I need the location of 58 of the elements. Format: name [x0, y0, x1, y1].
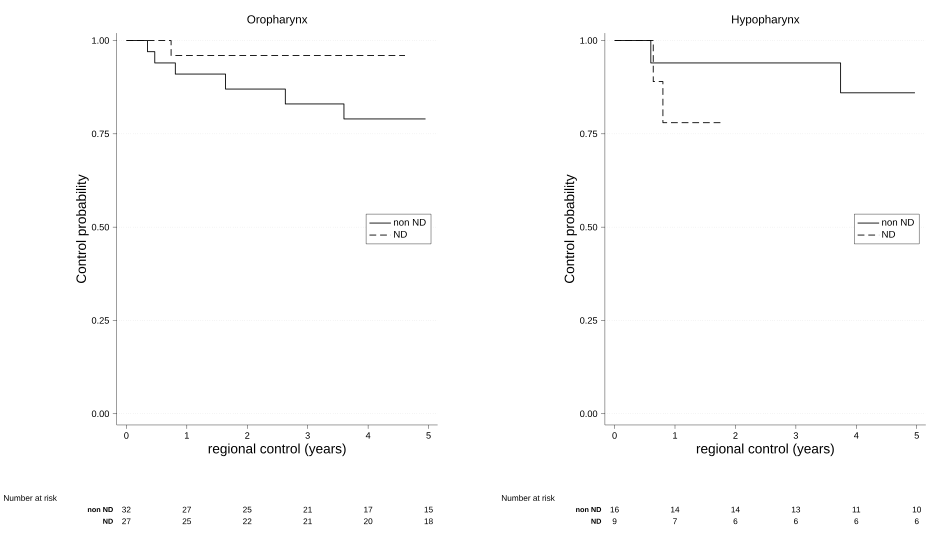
- x-tick-label: 0: [124, 432, 129, 439]
- text: 14: [671, 506, 680, 512]
- x-tick-label: 3: [305, 432, 310, 439]
- text: 20: [364, 518, 372, 524]
- x-tick-label: 3: [794, 432, 798, 439]
- y-tick-label: 0.50: [580, 224, 598, 230]
- legend-label: ND: [882, 230, 896, 238]
- y-tick-label: 0.75: [92, 130, 110, 137]
- y-tick-label: 0.50: [92, 224, 110, 230]
- x-tick-label: 1: [673, 432, 678, 438]
- text: 6: [914, 518, 919, 524]
- x-tick-label: 1: [184, 432, 189, 438]
- legend-label: non ND: [882, 218, 914, 226]
- text: 13: [792, 506, 800, 512]
- chart-title: Oropharynx: [247, 14, 308, 26]
- text: 17: [364, 506, 372, 512]
- text: 14: [731, 506, 740, 512]
- y-axis-title: Control probability: [76, 174, 89, 283]
- x-tick-label: 4: [366, 432, 370, 438]
- legend-label: non ND: [394, 218, 426, 226]
- y-tick-label: 1.00: [580, 37, 598, 44]
- y-tick-label: 0.00: [92, 410, 110, 417]
- x-tick-label: 5: [426, 432, 431, 439]
- legend-label: ND: [394, 230, 407, 238]
- y-tick-label: 0.25: [580, 317, 598, 324]
- text: 25: [182, 518, 192, 524]
- text: Number at risk: [502, 494, 555, 501]
- text: 22: [243, 518, 252, 524]
- x-axis-title: regional control (years): [696, 443, 834, 456]
- y-axis-title: Control probability: [564, 174, 577, 283]
- text: Number at risk: [4, 494, 57, 501]
- y-tick-label: 0.25: [92, 317, 110, 324]
- text: 6: [794, 518, 798, 524]
- x-tick-label: 5: [914, 432, 919, 439]
- text: 18: [424, 518, 433, 524]
- text: 21: [304, 506, 312, 512]
- text: 27: [182, 506, 191, 512]
- text: 6: [854, 518, 858, 524]
- text: 15: [424, 506, 433, 512]
- x-tick-label: 0: [612, 432, 617, 439]
- y-tick-label: 0.00: [580, 410, 598, 417]
- text: 7: [673, 518, 677, 524]
- text: 21: [304, 518, 312, 524]
- y-tick-label: 0.75: [580, 130, 598, 137]
- text: 11: [852, 506, 860, 512]
- chart-title: Hypopharynx: [732, 14, 800, 26]
- text: 16: [610, 506, 619, 512]
- text: 9: [612, 518, 616, 524]
- text: 32: [122, 506, 131, 512]
- y-tick-label: 1.00: [92, 37, 110, 44]
- text: 25: [243, 506, 252, 512]
- text: 6: [734, 518, 738, 524]
- x-axis-title: regional control (years): [208, 443, 346, 456]
- x-tick-label: 2: [245, 432, 250, 439]
- x-tick-label: 2: [733, 432, 738, 439]
- text: 10: [912, 506, 922, 512]
- x-tick-label: 4: [854, 432, 859, 438]
- text: 27: [122, 518, 131, 524]
